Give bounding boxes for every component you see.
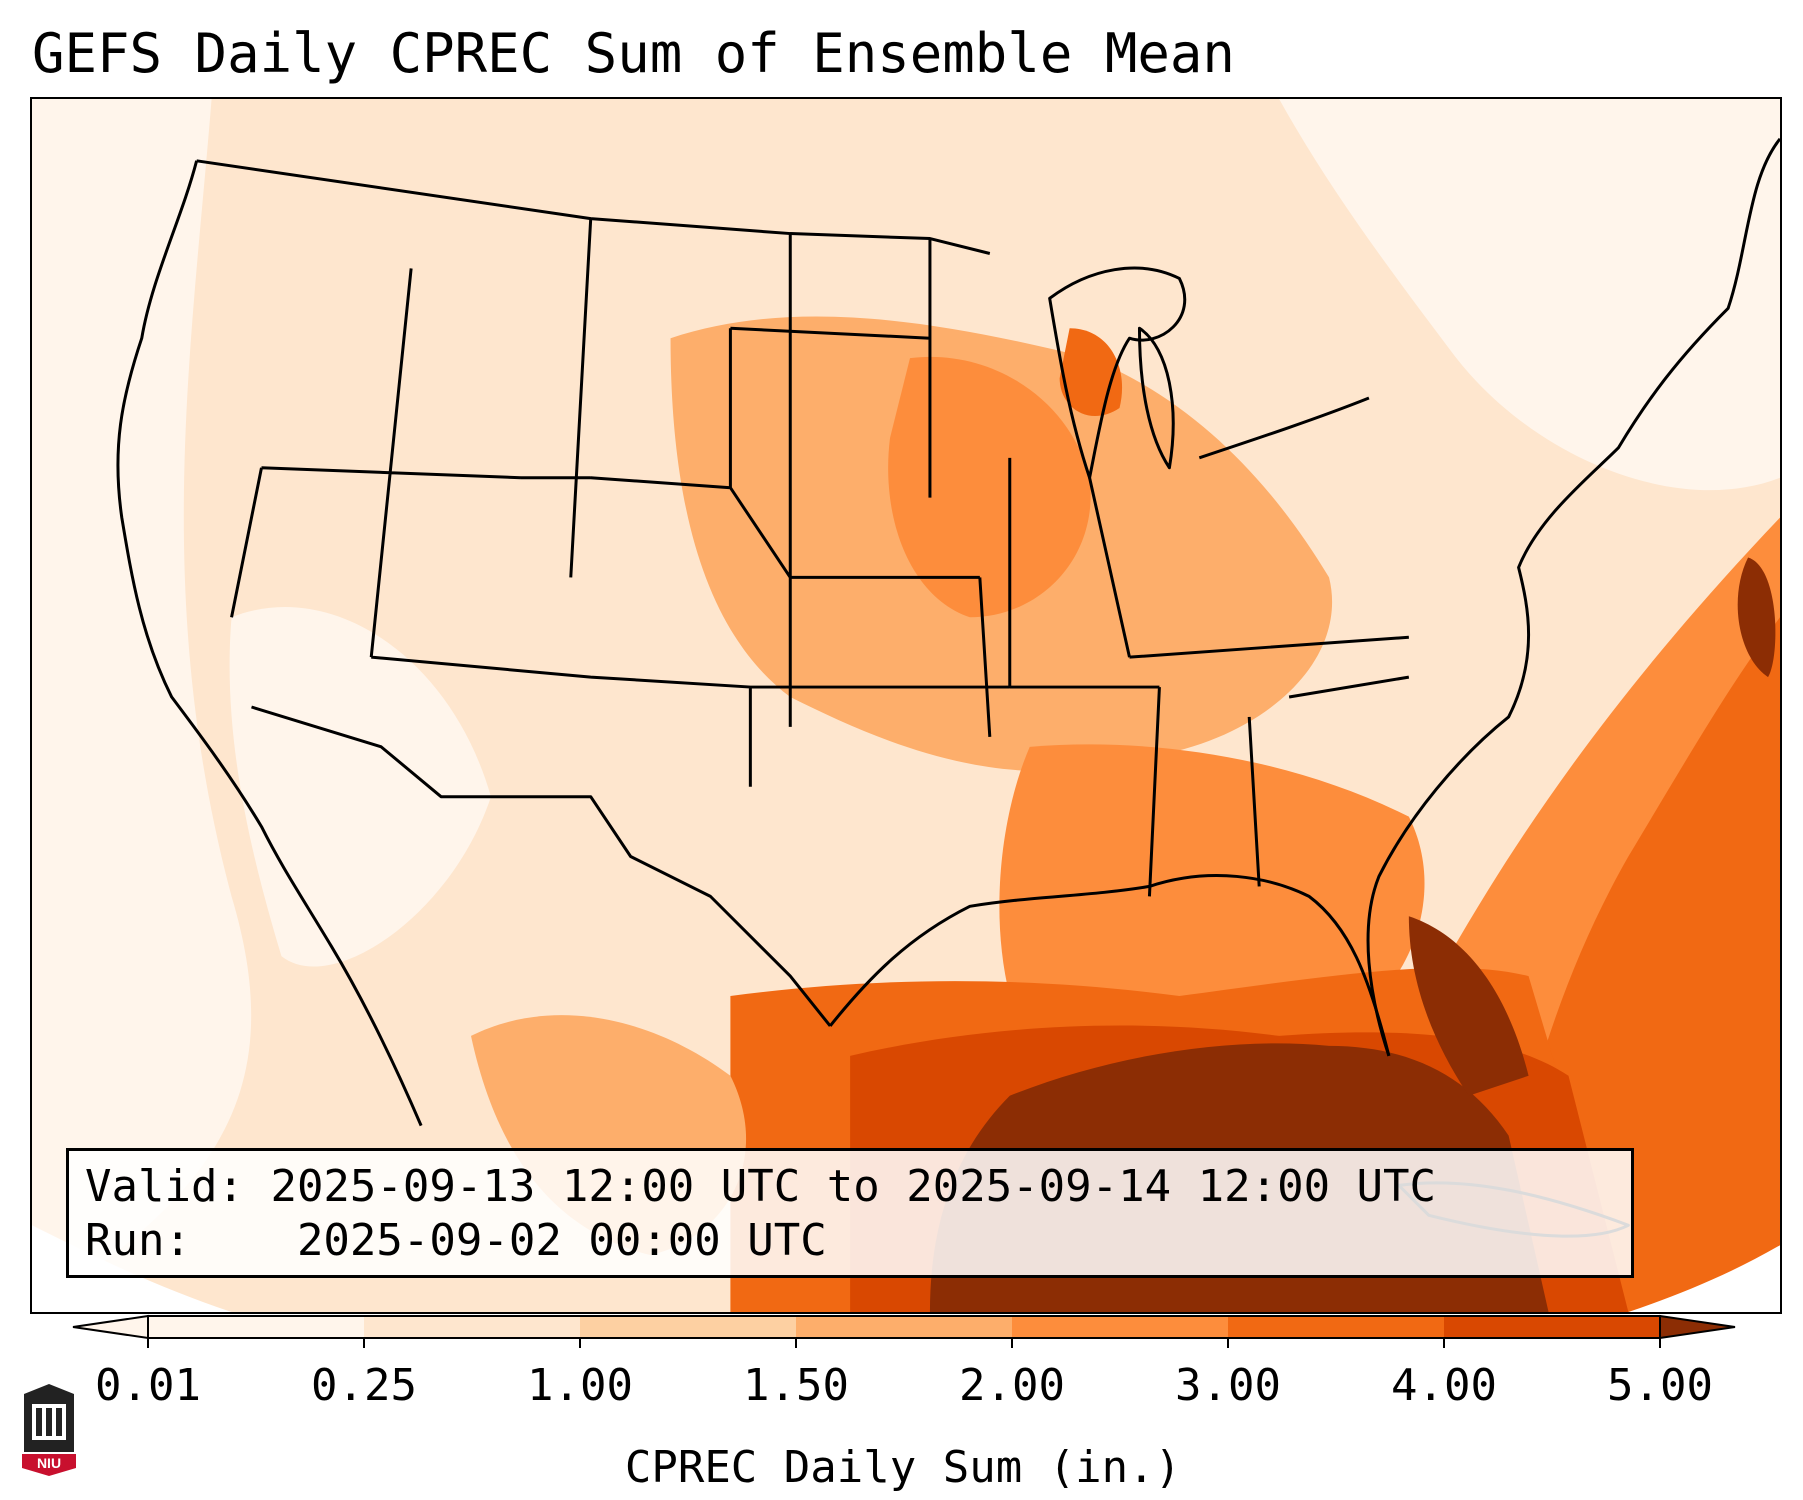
projection-edge-left <box>32 1225 232 1312</box>
run-label: Run: <box>85 1215 191 1266</box>
colorbar-extend-left <box>72 1314 149 1340</box>
colorbar-segment <box>364 1316 581 1338</box>
colorbar-segment <box>1012 1316 1229 1338</box>
colorbar-tick-label: 3.00 <box>1175 1360 1281 1411</box>
colorbar-frame <box>147 1315 1661 1339</box>
colorbar-tick-label: 0.25 <box>311 1360 417 1411</box>
precip-mid-southeast <box>999 744 1425 1044</box>
colorbar-tick-label: 0.01 <box>95 1360 201 1411</box>
run-value: 2025-09-02 00:00 UTC <box>296 1215 827 1266</box>
precip-low-west <box>32 99 252 1312</box>
colorbar-tick-label: 2.00 <box>959 1360 1065 1411</box>
lake-michigan <box>1137 326 1175 470</box>
us-mexico-border <box>251 705 832 1027</box>
colorbar-label: CPREC Daily Sum (in.) <box>625 1442 1181 1493</box>
projection-edge-right <box>1628 1245 1780 1312</box>
colorbar-segment <box>580 1316 797 1338</box>
colorbar-tick-label: 1.00 <box>527 1360 633 1411</box>
svg-text:NIU: NIU <box>37 1455 61 1471</box>
valid-value: 2025-09-13 12:00 UTC to 2025-09-14 12:00… <box>270 1161 1437 1212</box>
precip-florida-max <box>1408 916 1529 1096</box>
lake-erie <box>1198 396 1370 460</box>
pacific-coastline <box>116 160 423 1127</box>
validity-info-box: Valid: 2025-09-13 12:00 UTC to 2025-09-1… <box>66 1148 1634 1278</box>
map-panel[interactable] <box>30 97 1782 1314</box>
colorbar-tick-label: 5.00 <box>1607 1360 1713 1411</box>
colorbar-segment <box>1444 1316 1661 1338</box>
precip-map <box>32 99 1780 1312</box>
atlantic-coastline <box>1366 137 1780 1057</box>
colorbar: 0.01 0.25 1.00 1.50 2.00 3.00 4.00 5.00 CPREC D… <box>72 1314 1736 1493</box>
precip-low-southwest <box>229 607 491 967</box>
colorbar-segment <box>148 1316 365 1338</box>
valid-label: Valid: <box>85 1161 244 1212</box>
colorbar-segment <box>1228 1316 1445 1338</box>
colorbar-tick-label: 1.50 <box>743 1360 849 1411</box>
colorbar-tick-label: 4.00 <box>1391 1360 1497 1411</box>
state-lines <box>230 218 1410 897</box>
precip-atlantic-max <box>1737 557 1776 678</box>
precip-high-central <box>888 356 1091 618</box>
colorbar-segment <box>796 1316 1013 1338</box>
page-title: GEFS Daily CPREC Sum of Ensemble Mean <box>32 22 1235 85</box>
great-lakes <box>1048 266 1187 480</box>
niu-logo: NIU <box>22 1384 76 1476</box>
colorbar-extend-right <box>1659 1314 1736 1340</box>
